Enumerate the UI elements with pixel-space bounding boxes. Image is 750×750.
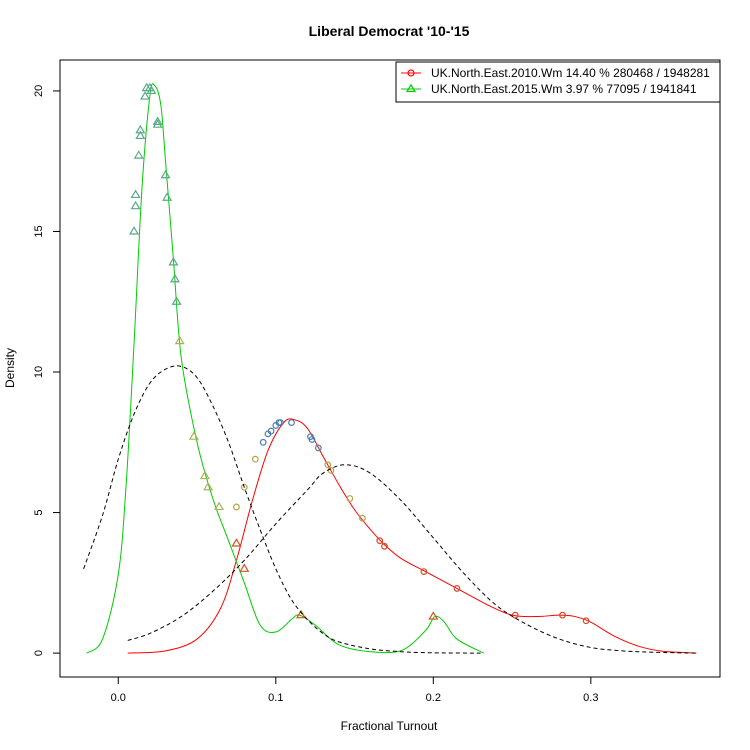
data-point xyxy=(240,483,248,491)
fitted-normal-curve xyxy=(127,464,697,654)
series-2 xyxy=(83,365,481,654)
data-point xyxy=(288,419,295,427)
y-tick-label: 15 xyxy=(33,225,45,237)
data-point xyxy=(135,124,146,134)
data-point xyxy=(188,431,199,440)
legend-marker xyxy=(405,83,417,93)
data-point xyxy=(174,335,185,345)
series-1 xyxy=(86,82,484,654)
data-point xyxy=(259,438,267,446)
data-point xyxy=(152,116,163,125)
data-point xyxy=(267,427,275,435)
data-point xyxy=(128,226,140,235)
data-point xyxy=(346,495,354,502)
data-point xyxy=(203,481,214,491)
data-point xyxy=(214,501,225,511)
data-point xyxy=(146,85,157,95)
plot-frame xyxy=(59,59,721,678)
data-point xyxy=(233,503,240,511)
density-curve xyxy=(127,418,697,654)
fitted-normal-curve xyxy=(83,365,481,654)
data-point xyxy=(428,611,439,620)
series-layer xyxy=(83,82,697,654)
x-tick-label: 0.1 xyxy=(268,692,283,704)
data-point xyxy=(199,470,210,480)
y-tick-label: 20 xyxy=(33,85,45,97)
x-axis-title: Fractional Turnout xyxy=(341,719,438,733)
data-point xyxy=(168,257,179,266)
legend-label: UK.North.East.2015.Wm 3.97 % 77095 / 194… xyxy=(431,82,697,96)
data-point xyxy=(314,444,322,452)
data-point xyxy=(231,538,242,547)
density-curve xyxy=(86,83,484,654)
data-point xyxy=(453,585,461,592)
legend-label: UK.North.East.2010.Wm 14.40 % 280468 / 1… xyxy=(431,66,710,80)
x-tick-label: 0.0 xyxy=(111,692,126,704)
data-point xyxy=(152,119,163,128)
data-point xyxy=(171,296,182,305)
data-point xyxy=(251,455,259,463)
legend: UK.North.East.2010.Wm 14.40 % 280468 / 1… xyxy=(395,61,721,103)
data-point xyxy=(160,169,171,179)
x-tick-label: 0.2 xyxy=(426,692,441,704)
data-point xyxy=(420,568,428,575)
y-axis-title: Density xyxy=(3,348,17,388)
data-point xyxy=(376,537,384,545)
data-point xyxy=(277,419,284,427)
data-point xyxy=(135,130,146,140)
data-point xyxy=(130,200,141,210)
y-tick-label: 10 xyxy=(33,366,45,378)
y-tick-label: 0 xyxy=(33,650,45,656)
chart-title: Liberal Democrat '10-'15 xyxy=(309,23,470,39)
data-point xyxy=(239,563,250,572)
data-point xyxy=(324,461,332,469)
legend-box xyxy=(395,61,721,103)
data-point xyxy=(162,192,173,201)
x-tick-label: 0.3 xyxy=(583,692,598,704)
x-axis: 0.0 0.1 0.2 0.3 xyxy=(111,676,598,704)
data-point xyxy=(511,611,519,619)
data-point xyxy=(295,609,307,619)
y-tick-label: 5 xyxy=(33,509,45,515)
data-point xyxy=(308,436,316,443)
data-point xyxy=(140,91,151,100)
data-point xyxy=(359,514,366,522)
series-3 xyxy=(127,464,697,654)
series-0 xyxy=(127,418,697,654)
data-point xyxy=(381,542,388,550)
legend-marker xyxy=(407,69,415,77)
data-point xyxy=(169,273,181,283)
data-point xyxy=(133,150,144,159)
data-point xyxy=(559,611,566,619)
data-point xyxy=(130,189,141,199)
y-axis: 0 5 10 15 20 xyxy=(33,85,61,656)
data-point xyxy=(582,617,590,625)
